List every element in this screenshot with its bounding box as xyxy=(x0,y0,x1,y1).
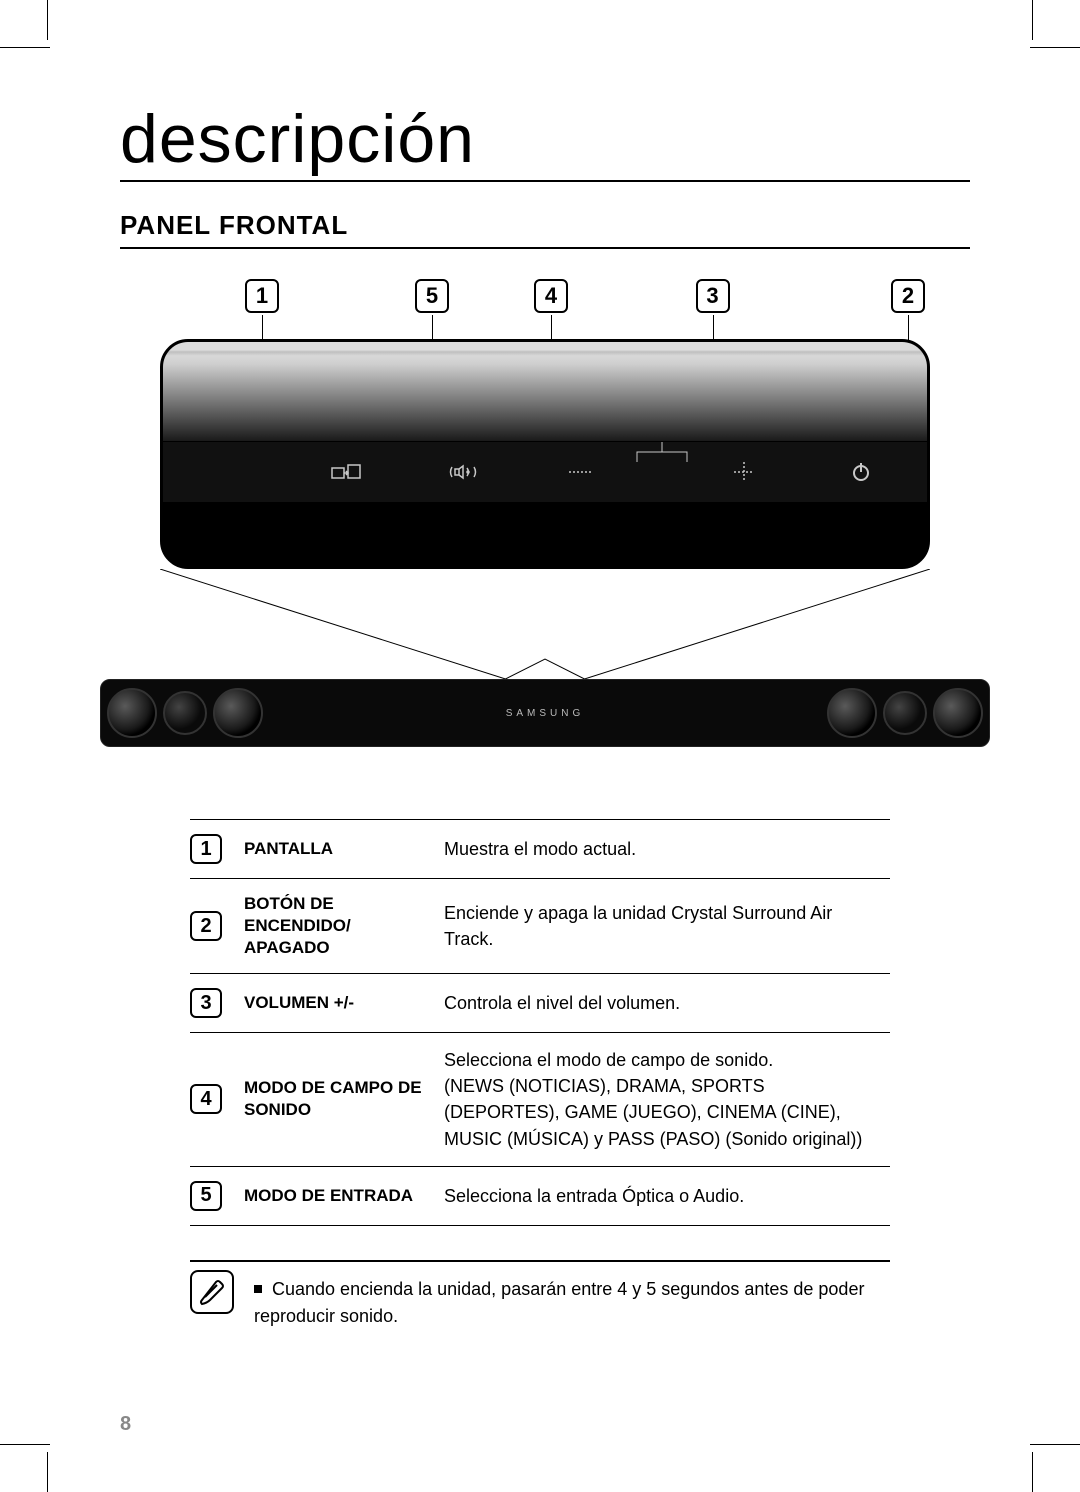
crop-mark xyxy=(47,1452,48,1492)
driver xyxy=(827,688,877,738)
note-text: Cuando encienda la unidad, pasarán entre… xyxy=(254,1276,890,1330)
legend-name: MODO DE ENTRADA xyxy=(234,1166,434,1225)
driver xyxy=(883,691,927,735)
callout-box: 1 xyxy=(245,279,279,313)
bullet-icon xyxy=(254,1285,262,1293)
panel-controls-row xyxy=(163,442,927,502)
volume-up-icon xyxy=(685,459,802,485)
legend-numbox: 5 xyxy=(190,1181,222,1211)
driver xyxy=(163,691,207,735)
crop-mark xyxy=(47,0,48,40)
soundbar-product: SAMSUNG xyxy=(100,679,990,747)
legend-numbox: 2 xyxy=(190,911,222,941)
table-row: 3 VOLUMEN +/-Controla el nivel del volume… xyxy=(190,974,890,1033)
note-icon xyxy=(190,1270,234,1314)
volume-down-icon xyxy=(522,464,639,480)
legend-numbox: 1 xyxy=(190,834,222,864)
brand-label: SAMSUNG xyxy=(263,708,827,719)
page-content: descripción PANEL FRONTAL 1 5 4 3 2 xyxy=(120,100,970,1432)
legend-name: BOTÓN DE ENCENDIDO/ APAGADO xyxy=(234,879,434,974)
note-content: Cuando encienda la unidad, pasarán entre… xyxy=(254,1279,864,1326)
zoom-lead-lines xyxy=(160,569,930,679)
legend-num-cell: 3 xyxy=(190,974,234,1033)
legend-name: PANTALLA xyxy=(234,820,434,879)
panel-zoom-view xyxy=(160,339,930,569)
left-drivers xyxy=(107,688,263,738)
legend-num-cell: 2 xyxy=(190,879,234,974)
legend-numbox: 3 xyxy=(190,988,222,1018)
crop-mark xyxy=(0,47,50,48)
legend-table: 1 PANTALLAMuestra el modo actual. 2 BOTÓN D… xyxy=(190,819,890,1226)
legend-desc: Selecciona el modo de campo de sonido.(N… xyxy=(434,1033,890,1166)
legend-desc: Selecciona la entrada Óptica o Audio. xyxy=(434,1166,890,1225)
section-heading: PANEL FRONTAL xyxy=(120,210,970,249)
page-title: descripción xyxy=(120,100,970,182)
driver xyxy=(107,688,157,738)
panel-top-strip xyxy=(163,342,927,442)
crop-mark xyxy=(1032,1452,1033,1492)
table-row: 4 MODO DE CAMPO DE SONIDOSelecciona el mo… xyxy=(190,1033,890,1166)
legend-name: MODO DE CAMPO DE SONIDO xyxy=(234,1033,434,1166)
legend-desc: Controla el nivel del volumen. xyxy=(434,974,890,1033)
legend-desc: Enciende y apaga la unidad Crystal Surro… xyxy=(434,879,890,974)
table-row: 5 MODO DE ENTRADASelecciona la entrada Óp… xyxy=(190,1166,890,1225)
right-drivers xyxy=(827,688,983,738)
panel-bottom xyxy=(163,502,927,569)
crop-mark xyxy=(1032,0,1033,40)
driver xyxy=(933,688,983,738)
driver xyxy=(213,688,263,738)
page-number: 8 xyxy=(120,1413,131,1436)
crop-mark xyxy=(0,1444,50,1445)
legend-num-cell: 5 xyxy=(190,1166,234,1225)
callout-box: 3 xyxy=(696,279,730,313)
sound-field-icon xyxy=(405,462,522,482)
legend-num-cell: 1 xyxy=(190,820,234,879)
legend-numbox: 4 xyxy=(190,1084,222,1114)
legend-num-cell: 4 xyxy=(190,1033,234,1166)
table-row: 2 BOTÓN DE ENCENDIDO/ APAGADOEnciende y a… xyxy=(190,879,890,974)
power-icon xyxy=(802,461,919,483)
table-row: 1 PANTALLAMuestra el modo actual. xyxy=(190,820,890,879)
callout-box: 5 xyxy=(415,279,449,313)
input-mode-icon xyxy=(288,462,405,482)
legend-desc: Muestra el modo actual. xyxy=(434,820,890,879)
note-block: Cuando encienda la unidad, pasarán entre… xyxy=(190,1260,890,1330)
front-panel-diagram: 1 5 4 3 2 xyxy=(120,279,970,739)
crop-mark xyxy=(1030,1444,1080,1445)
crop-mark xyxy=(1030,47,1080,48)
legend-name: VOLUMEN +/- xyxy=(234,974,434,1033)
callout-box: 4 xyxy=(534,279,568,313)
callout-box: 2 xyxy=(891,279,925,313)
